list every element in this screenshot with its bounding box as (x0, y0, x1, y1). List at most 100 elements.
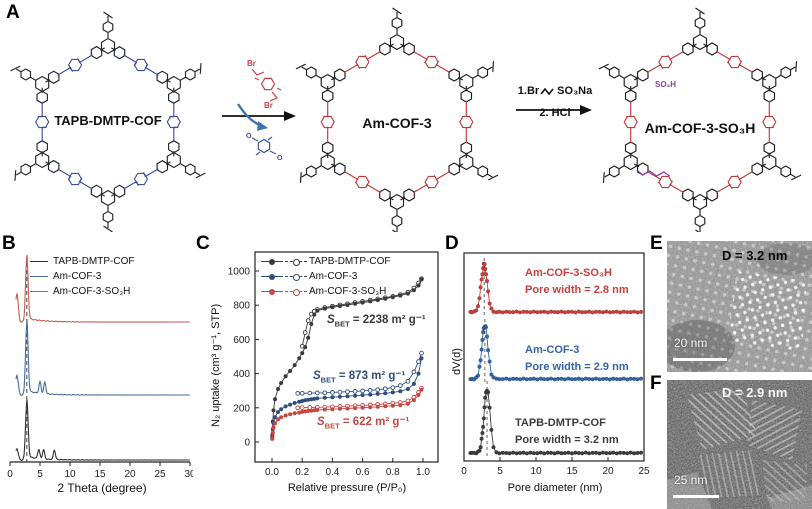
tem-image-e (667, 241, 812, 372)
svg-text:O: O (246, 133, 252, 140)
panel-c-label: C (196, 233, 210, 254)
reaction-scheme-svg: Br Br O O (10, 7, 802, 232)
tem-f-measurement: D = 2.9 nm (722, 385, 788, 400)
svg-text:0.0: 0.0 (265, 467, 279, 478)
legend-label: Am-COF-3-SO₃H (53, 286, 131, 297)
alkyl-chain-zigzag-icon (540, 87, 554, 95)
desorption-swatch (285, 272, 307, 281)
svg-text:25: 25 (638, 466, 650, 477)
legend-item: Am-COF-3 (261, 269, 390, 284)
svg-text:0: 0 (461, 466, 467, 477)
legend-line-swatch (30, 261, 48, 262)
svg-text:0.2: 0.2 (295, 467, 309, 478)
svg-text:Br: Br (264, 101, 273, 110)
isotherm-plot: 0.0 0.2 0.4 0.6 0.8 1.0 0 200 400 600 800 1000 (193, 232, 445, 509)
legend-line-swatch (30, 291, 48, 292)
xrd-plot: 0 5 10 15 20 25 30 (0, 232, 193, 509)
panel-a: Br Br O O A TAPB-DMTP-COF Am-COF-3 Am-COF-3… (0, 0, 812, 232)
legend-label: Am-COF-3-SO₃H (309, 286, 387, 297)
isotherm-legend: TAPB-DMTP-COF Am-COF-3 Am-COF-3-SO₃H (261, 254, 390, 299)
svg-text:0.6: 0.6 (356, 467, 370, 478)
legend-item: TAPB-DMTP-COF (261, 254, 390, 269)
structure-name-am-cof-3-so3h: Am-COF-3-SO₃H (644, 120, 756, 136)
svg-text:0: 0 (7, 469, 13, 480)
sbet-annotation-amcof3: SBET = 873 m² g⁻¹ (313, 370, 406, 385)
panel-e-tem: E D = 3.2 nm 20 nm (648, 232, 812, 373)
tem-e-scalebar-label: 20 nm (674, 336, 708, 350)
pore-label-so3h: Am-COF-3-SO₃H Pore width = 2.8 nm (525, 267, 629, 296)
svg-text:0: 0 (244, 438, 250, 449)
xrd-series-2 (15, 254, 190, 323)
desorption-swatch (285, 257, 307, 266)
svg-text:20: 20 (124, 469, 136, 480)
svg-text:0.8: 0.8 (386, 467, 400, 478)
panel-f-label: F (650, 373, 662, 394)
pore-plot: 0 5 10 15 20 25 (445, 232, 655, 509)
legend-item: Am-COF-3-SO₃H (261, 284, 390, 299)
xrd-series-1 (15, 319, 190, 396)
tem-f-scalebar (673, 495, 719, 498)
sbet-annotation-so3h: SBET = 622 m² g⁻¹ (317, 416, 410, 431)
isotherm-x-axis-label: Relative pressure (P/P₀) (287, 482, 407, 494)
panel-d-label: D (445, 233, 459, 254)
svg-text:600: 600 (233, 335, 250, 346)
svg-text:1.0: 1.0 (416, 467, 430, 478)
svg-text:5: 5 (37, 469, 43, 480)
structure-name-tapb-dmtp-cof: TAPB-DMTP-COF (54, 113, 162, 128)
isotherm-y-axis-label: N₂ uptake (cm³ g⁻¹, STP) (210, 303, 222, 427)
legend-item: Am-COF-3-SO₃H (30, 284, 134, 299)
panel-f-tem: F D = 2.9 nm 25 nm (648, 373, 812, 509)
sbet-annotation-tapb: SBET = 2238 m² g⁻¹ (327, 314, 426, 329)
legend-label: TAPB-DMTP-COF (309, 256, 391, 267)
panel-d-pore: D 0 5 10 15 20 25 dV(d) Pore diameter (nm) Am… (445, 232, 655, 509)
adsorption-swatch (261, 272, 283, 281)
svg-text:200: 200 (233, 403, 250, 414)
svg-text:1000: 1000 (228, 267, 251, 278)
svg-text:O: O (277, 155, 283, 162)
panel-b-label: B (2, 233, 16, 254)
svg-text:15: 15 (94, 469, 106, 480)
reaction2-step1-prefix: 1.Br (517, 85, 540, 97)
legend-label: Am-COF-3 (309, 271, 358, 282)
svg-text:0.4: 0.4 (325, 467, 339, 478)
xrd-series-0 (15, 399, 190, 461)
tem-image-f (667, 380, 812, 509)
svg-text:Br: Br (247, 59, 256, 68)
svg-text:400: 400 (233, 369, 250, 380)
svg-text:20: 20 (602, 466, 614, 477)
desorption-swatch (285, 287, 307, 296)
tem-e-scalebar (673, 358, 727, 361)
legend-label: Am-COF-3 (53, 271, 102, 282)
reaction2-conditions: 1.Br SO₃Na 2. HCl (512, 85, 598, 119)
tem-e-measurement: D = 3.2 nm (722, 248, 788, 263)
adsorption-swatch (261, 257, 283, 266)
reaction2-step1-suffix: SO₃Na (557, 85, 593, 97)
legend-label: TAPB-DMTP-COF (53, 256, 135, 267)
svg-text:25: 25 (154, 469, 166, 480)
tem-f-scalebar-label: 25 nm (674, 473, 708, 487)
adsorption-swatch (261, 287, 283, 296)
legend-line-swatch (30, 276, 48, 277)
svg-text:800: 800 (233, 301, 250, 312)
panel-c-isotherm: C 0.0 0.2 0.4 0.6 0.8 1.0 0 200 400 600 800 1000 N₂… (193, 232, 445, 509)
panel-a-label: A (6, 2, 20, 23)
so3h-pendant-label: SO₃H (655, 80, 677, 89)
pore-label-tapb: TAPB-DMTP-COF Pore width = 3.2 nm (515, 417, 619, 446)
pore-label-amcof3: Am-COF-3 Pore width = 2.9 nm (525, 344, 629, 373)
svg-text:5: 5 (497, 466, 503, 477)
svg-text:10: 10 (64, 469, 76, 480)
svg-text:15: 15 (566, 466, 578, 477)
pore-x-axis-label: Pore diameter (nm) (507, 482, 603, 494)
pore-y-axis-label: dV(d) (451, 348, 463, 375)
svg-text:10: 10 (530, 466, 542, 477)
legend-item: TAPB-DMTP-COF (30, 254, 134, 269)
xrd-x-axis-label: 2 Theta (degree) (57, 481, 147, 495)
svg-text:30: 30 (184, 469, 193, 480)
reaction2-step2: 2. HCl (539, 107, 571, 119)
structure-name-am-cof-3: Am-COF-3 (362, 115, 432, 131)
panel-b-xrd: B 0 5 10 15 20 25 30 TAPB-DMTP-COF Am-COF-3 Am… (0, 232, 193, 509)
xrd-legend: TAPB-DMTP-COF Am-COF-3 Am-COF-3-SO₃H (30, 254, 134, 299)
panel-e-label: E (650, 233, 663, 254)
legend-item: Am-COF-3 (30, 269, 134, 284)
